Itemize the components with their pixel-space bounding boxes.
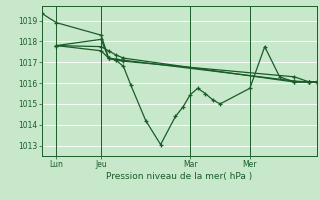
- X-axis label: Pression niveau de la mer( hPa ): Pression niveau de la mer( hPa ): [106, 172, 252, 181]
